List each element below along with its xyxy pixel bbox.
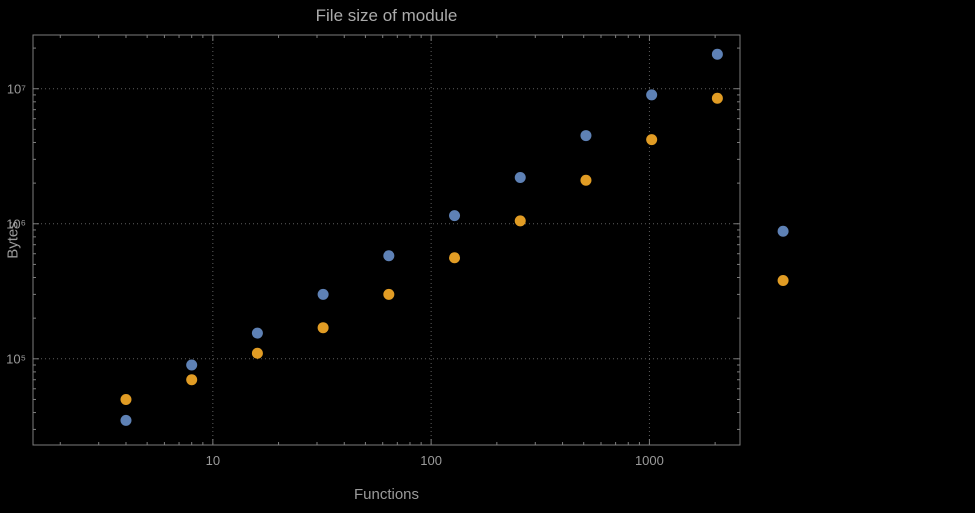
plot-frame [32, 34, 741, 446]
y-tick-label: 10⁷ [6, 81, 26, 97]
chart-title: File size of module [315, 6, 458, 25]
data-point-orange [777, 275, 789, 287]
data-point-blue [646, 89, 658, 101]
data-point-orange [580, 174, 592, 186]
y-tick-label: 10⁵ [6, 351, 26, 367]
data-point-orange [711, 92, 723, 104]
data-point-blue [383, 250, 395, 262]
data-point-blue [317, 288, 329, 300]
data-point-orange [120, 393, 132, 405]
data-point-blue [120, 414, 132, 426]
data-point-orange [317, 322, 329, 334]
data-point-orange [186, 374, 198, 386]
data-point-orange [514, 215, 526, 227]
x-axis-label: Functions [353, 486, 420, 503]
data-point-blue [251, 327, 263, 339]
data-point-orange [449, 252, 461, 264]
data-point-blue [580, 130, 592, 142]
data-point-orange [251, 347, 263, 359]
data-point-orange [646, 134, 658, 146]
y-tick-label: 10⁶ [6, 216, 26, 232]
data-point-blue [186, 359, 198, 371]
data-point-blue [449, 210, 461, 222]
data-point-blue [777, 225, 789, 237]
x-tick-label: 100 [420, 453, 442, 468]
x-tick-label: 10 [205, 453, 221, 468]
data-point-orange [383, 288, 395, 300]
data-point-blue [514, 172, 526, 184]
x-tick-label: 1000 [634, 453, 664, 468]
data-point-blue [711, 48, 723, 60]
